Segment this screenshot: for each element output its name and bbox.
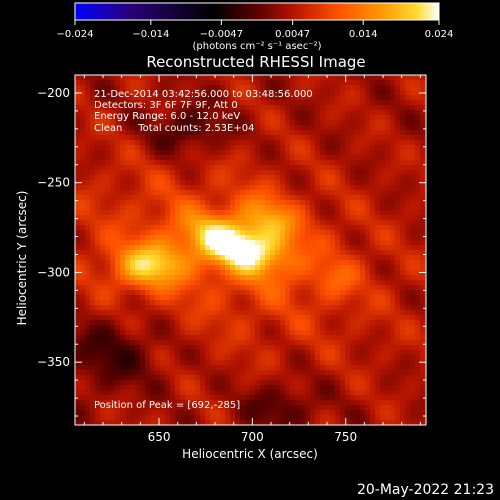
x-axis-label: Heliocentric X (arcsec) (182, 447, 318, 461)
colorbar-tick-label: −0.024 (56, 29, 93, 40)
annotation-time-range: 21-Dec-2014 03:42:56.000 to 03:48:56.000 (94, 89, 313, 100)
x-tick-label: 700 (241, 430, 264, 444)
plot-frame (74, 74, 427, 426)
colorbar: −0.024 −0.014 −0.0047 0.0047 0.014 0.024 (pho… (56, 2, 453, 52)
y-tick-label: −250 (37, 176, 70, 190)
x-tick-label: 750 (334, 430, 357, 444)
annotation-clean: Clean Total counts: 2.53E+04 (94, 123, 254, 134)
heatmap-canvas (75, 75, 426, 425)
annotation-detectors: Detectors: 3F 6F 7F 9F, Att 0 (94, 100, 238, 111)
colorbar-tick-label: 0.014 (349, 29, 378, 40)
colorbar-tick-label: −0.014 (132, 29, 169, 40)
chart-title: Reconstructed RHESSI Image (146, 53, 365, 71)
colorbar-ticks: −0.024 −0.014 −0.0047 0.0047 0.014 0.024 (56, 20, 453, 40)
timestamp: 20-May-2022 21:23 (357, 482, 494, 498)
heatmap (75, 75, 426, 425)
colorbar-tick-label: −0.0047 (200, 29, 243, 40)
y-tick-label: −300 (37, 265, 70, 279)
annotation-energy: Energy Range: 6.0 - 12.0 keV (94, 111, 240, 122)
peak-position-label: Position of Peak = [692,-285] (94, 400, 240, 411)
colorbar-label: (photons cm⁻² s⁻¹ asec⁻²) (192, 41, 321, 52)
colorbar-gradient (74, 2, 440, 21)
y-tick-label: −200 (37, 86, 70, 100)
annotation-block: 21-Dec-2014 03:42:56.000 to 03:48:56.000… (94, 89, 313, 134)
axis-ticks: 650 700 750 −200 −250 −300 −350 (37, 74, 426, 444)
colorbar-tick-label: 0.0047 (275, 29, 310, 40)
y-axis-label: Heliocentric Y (arcsec) (15, 191, 29, 326)
x-tick-label: 650 (148, 430, 171, 444)
colorbar-tick-label: 0.024 (425, 29, 454, 40)
y-tick-label: −350 (37, 355, 70, 369)
